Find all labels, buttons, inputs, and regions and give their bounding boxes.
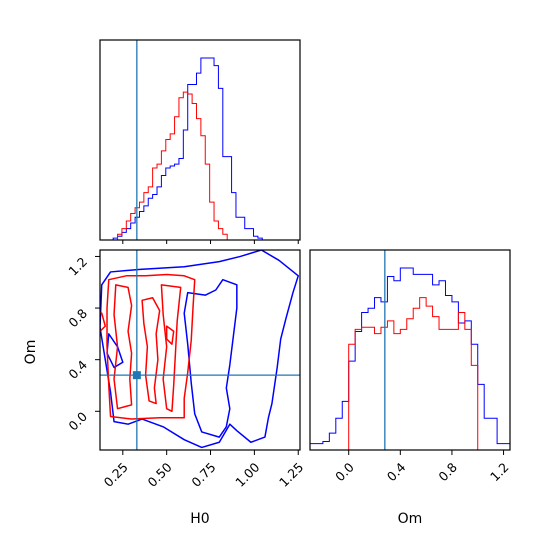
contour-series: [100, 250, 299, 449]
h0-tick-label-0: 0.25: [101, 460, 131, 490]
om-tick-label-3: 1.2: [65, 254, 90, 279]
om-hist-tick-label-0: 0.0: [332, 459, 357, 484]
om-histogram-panel: 0.0 0.4 0.8 1.2 Om: [309, 249, 512, 527]
h0-tick-label-3: 1.00: [232, 459, 262, 489]
h0-tick-label-4: 1.25: [276, 460, 306, 490]
om-histogram-axis-ticks: 0.0 0.4 0.8 1.2: [332, 450, 512, 484]
x-axis-label-h0: H0: [190, 511, 209, 527]
h0-axis-ticks: 0.25 0.50 0.75 1.00 1.25: [101, 450, 306, 490]
h0-histogram-series: [100, 57, 298, 241]
truth-point-marker: [132, 371, 141, 380]
om-hist-tick-label-3: 1.2: [487, 460, 512, 485]
red-contour-4: [100, 311, 107, 333]
om-tick-label-0: 0.0: [65, 409, 90, 434]
h0-histogram-frame: [99, 39, 301, 241]
red-contour-3: [160, 284, 182, 413]
om-histogram-red: [310, 297, 510, 451]
om-tick-label-2: 0.8: [65, 306, 90, 331]
om-hist-tick-label-2: 0.8: [435, 459, 460, 484]
h0-tick-label-2: 0.75: [188, 460, 218, 490]
om-tick-label-1: 0.4: [65, 357, 90, 382]
h0-histogram-red: [100, 91, 298, 241]
blue-contour-0: [100, 250, 299, 449]
red-contour-1: [113, 284, 133, 410]
blue-contour-1: [183, 278, 238, 438]
h0-om-contour-panel: 0.25 0.50 0.75 1.00 1.25 0.0 0.4 0.8 1.2 H0 Om: [23, 249, 306, 527]
om-hist-tick-label-1: 0.4: [384, 459, 409, 484]
red-contour-2: [141, 296, 161, 405]
contour-frame: [99, 249, 301, 451]
h0-histogram-ticks: [122, 240, 299, 244]
blue-contour-2: [106, 333, 124, 369]
red-contour-0: [106, 273, 196, 420]
h0-histogram-panel: [99, 39, 301, 244]
om-histogram-blue: [309, 267, 511, 450]
truth-crosshair: [100, 250, 300, 450]
red-contour-5: [165, 325, 175, 345]
y-axis-label-om: Om: [23, 340, 39, 365]
om-axis-ticks: 0.0 0.4 0.8 1.2: [65, 254, 100, 434]
h0-histogram-blue: [100, 57, 298, 241]
h0-tick-label-1: 0.50: [144, 459, 174, 489]
om-histogram-series: [309, 267, 511, 451]
x-axis-label-om: Om: [398, 511, 423, 527]
om-histogram-frame: [309, 249, 511, 451]
